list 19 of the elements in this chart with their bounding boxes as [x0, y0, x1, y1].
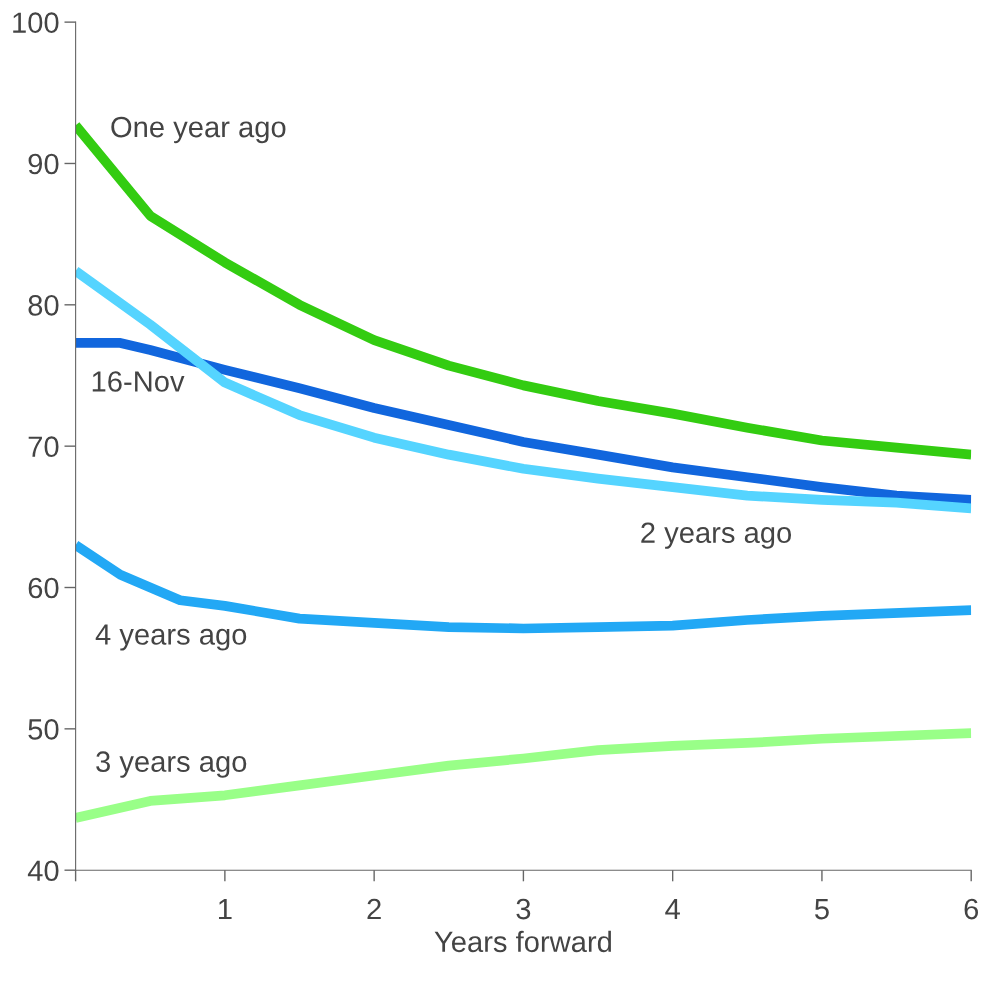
y-tick-label: 90 [28, 153, 59, 175]
x-tick-label: 2 [367, 898, 381, 920]
series-label: 4 years ago [95, 624, 247, 651]
y-tick-label: 80 [28, 295, 59, 316]
x-tick-label: 5 [814, 899, 829, 920]
x-axis-title: Years forward [434, 930, 611, 953]
x-tick-label: 6 [964, 898, 979, 920]
x-tick-label: 3 [516, 898, 531, 920]
series-label: 2 years ago [641, 522, 792, 549]
y-tick-label: 100 [13, 12, 59, 33]
y-tick-label: 70 [28, 436, 59, 458]
x-tick-label: 1 [218, 899, 232, 920]
y-tick-label: 50 [28, 719, 59, 740]
y-tick-label: 40 [27, 860, 59, 882]
series-label: One year ago [111, 116, 286, 144]
x-tick-label: 4 [665, 899, 680, 920]
y-tick-label: 60 [28, 577, 59, 599]
series-label: 16-Nov [92, 371, 185, 392]
series-label: 3 years ago [96, 751, 247, 778]
